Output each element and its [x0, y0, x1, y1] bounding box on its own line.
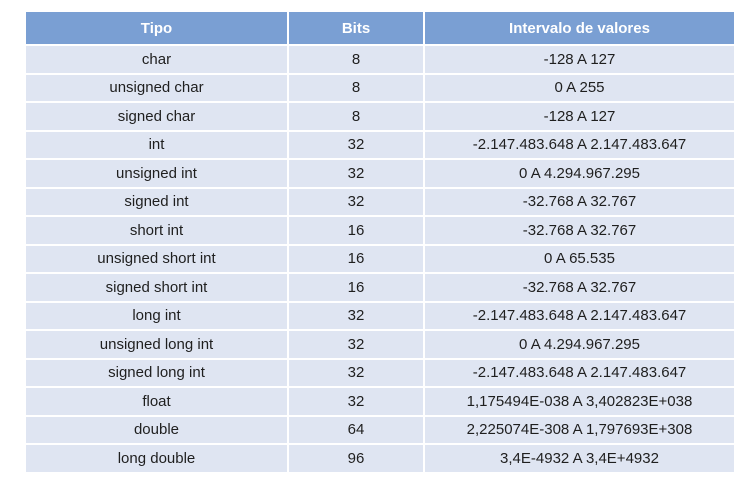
- cell-bits: 16: [287, 215, 425, 245]
- cell-intervalo: 0 A 4.294.967.295: [423, 329, 734, 359]
- cell-bits: 8: [287, 44, 425, 74]
- cell-intervalo: 0 A 255: [423, 72, 734, 102]
- table-row: short int 16 -32.768 A 32.767: [26, 215, 734, 245]
- cell-intervalo: -2.147.483.648 A 2.147.483.647: [423, 129, 734, 159]
- header-intervalo: Intervalo de valores: [423, 12, 734, 45]
- table-row: char 8 -128 A 127: [26, 44, 734, 74]
- cell-tipo: float: [26, 386, 289, 416]
- cell-intervalo: 1,175494E-038 A 3,402823E+038: [423, 386, 734, 416]
- cell-bits: 16: [287, 243, 425, 273]
- cell-intervalo: 2,225074E-308 A 1,797693E+308: [423, 414, 734, 444]
- table-row: signed short int 16 -32.768 A 32.767: [26, 272, 734, 302]
- cell-intervalo: -128 A 127: [423, 101, 734, 131]
- table-row: signed char 8 -128 A 127: [26, 101, 734, 131]
- table-body: char 8 -128 A 127 unsigned char 8 0 A 25…: [26, 44, 734, 472]
- header-row: Tipo Bits Intervalo de valores: [26, 12, 734, 45]
- cell-tipo: int: [26, 129, 289, 159]
- cell-tipo: unsigned int: [26, 158, 289, 188]
- cell-bits: 32: [287, 186, 425, 216]
- data-types-table: Tipo Bits Intervalo de valores char 8 -1…: [26, 12, 734, 472]
- cell-intervalo: -32.768 A 32.767: [423, 272, 734, 302]
- table-header: Tipo Bits Intervalo de valores: [26, 12, 734, 45]
- cell-intervalo: 0 A 4.294.967.295: [423, 158, 734, 188]
- cell-tipo: long int: [26, 300, 289, 330]
- cell-tipo: char: [26, 44, 289, 74]
- table-row: unsigned long int 32 0 A 4.294.967.295: [26, 329, 734, 359]
- cell-intervalo: 3,4E-4932 A 3,4E+4932: [423, 443, 734, 472]
- cell-tipo: unsigned long int: [26, 329, 289, 359]
- cell-intervalo: -2.147.483.648 A 2.147.483.647: [423, 357, 734, 387]
- table-row: int 32 -2.147.483.648 A 2.147.483.647: [26, 129, 734, 159]
- cell-tipo: double: [26, 414, 289, 444]
- table-row: long double 96 3,4E-4932 A 3,4E+4932: [26, 443, 734, 472]
- cell-intervalo: -32.768 A 32.767: [423, 215, 734, 245]
- cell-intervalo: -128 A 127: [423, 44, 734, 74]
- cell-bits: 16: [287, 272, 425, 302]
- cell-tipo: unsigned char: [26, 72, 289, 102]
- cell-tipo: signed short int: [26, 272, 289, 302]
- cell-tipo: unsigned short int: [26, 243, 289, 273]
- cell-bits: 32: [287, 129, 425, 159]
- table-row: unsigned char 8 0 A 255: [26, 72, 734, 102]
- table-row: double 64 2,225074E-308 A 1,797693E+308: [26, 414, 734, 444]
- cell-tipo: signed int: [26, 186, 289, 216]
- cell-intervalo: 0 A 65.535: [423, 243, 734, 273]
- cell-tipo: signed char: [26, 101, 289, 131]
- cell-intervalo: -32.768 A 32.767: [423, 186, 734, 216]
- cell-bits: 8: [287, 101, 425, 131]
- cell-tipo: signed long int: [26, 357, 289, 387]
- table-row: signed long int 32 -2.147.483.648 A 2.14…: [26, 357, 734, 387]
- cell-bits: 96: [287, 443, 425, 472]
- header-bits: Bits: [287, 12, 425, 45]
- table-row: long int 32 -2.147.483.648 A 2.147.483.6…: [26, 300, 734, 330]
- cell-tipo: short int: [26, 215, 289, 245]
- cell-bits: 32: [287, 386, 425, 416]
- data-types-table-container: Tipo Bits Intervalo de valores char 8 -1…: [26, 12, 734, 472]
- table-row: unsigned int 32 0 A 4.294.967.295: [26, 158, 734, 188]
- cell-bits: 8: [287, 72, 425, 102]
- header-tipo: Tipo: [26, 12, 289, 45]
- table-row: float 32 1,175494E-038 A 3,402823E+038: [26, 386, 734, 416]
- cell-bits: 64: [287, 414, 425, 444]
- cell-intervalo: -2.147.483.648 A 2.147.483.647: [423, 300, 734, 330]
- table-row: unsigned short int 16 0 A 65.535: [26, 243, 734, 273]
- cell-bits: 32: [287, 329, 425, 359]
- table-row: signed int 32 -32.768 A 32.767: [26, 186, 734, 216]
- cell-bits: 32: [287, 158, 425, 188]
- cell-tipo: long double: [26, 443, 289, 472]
- cell-bits: 32: [287, 357, 425, 387]
- cell-bits: 32: [287, 300, 425, 330]
